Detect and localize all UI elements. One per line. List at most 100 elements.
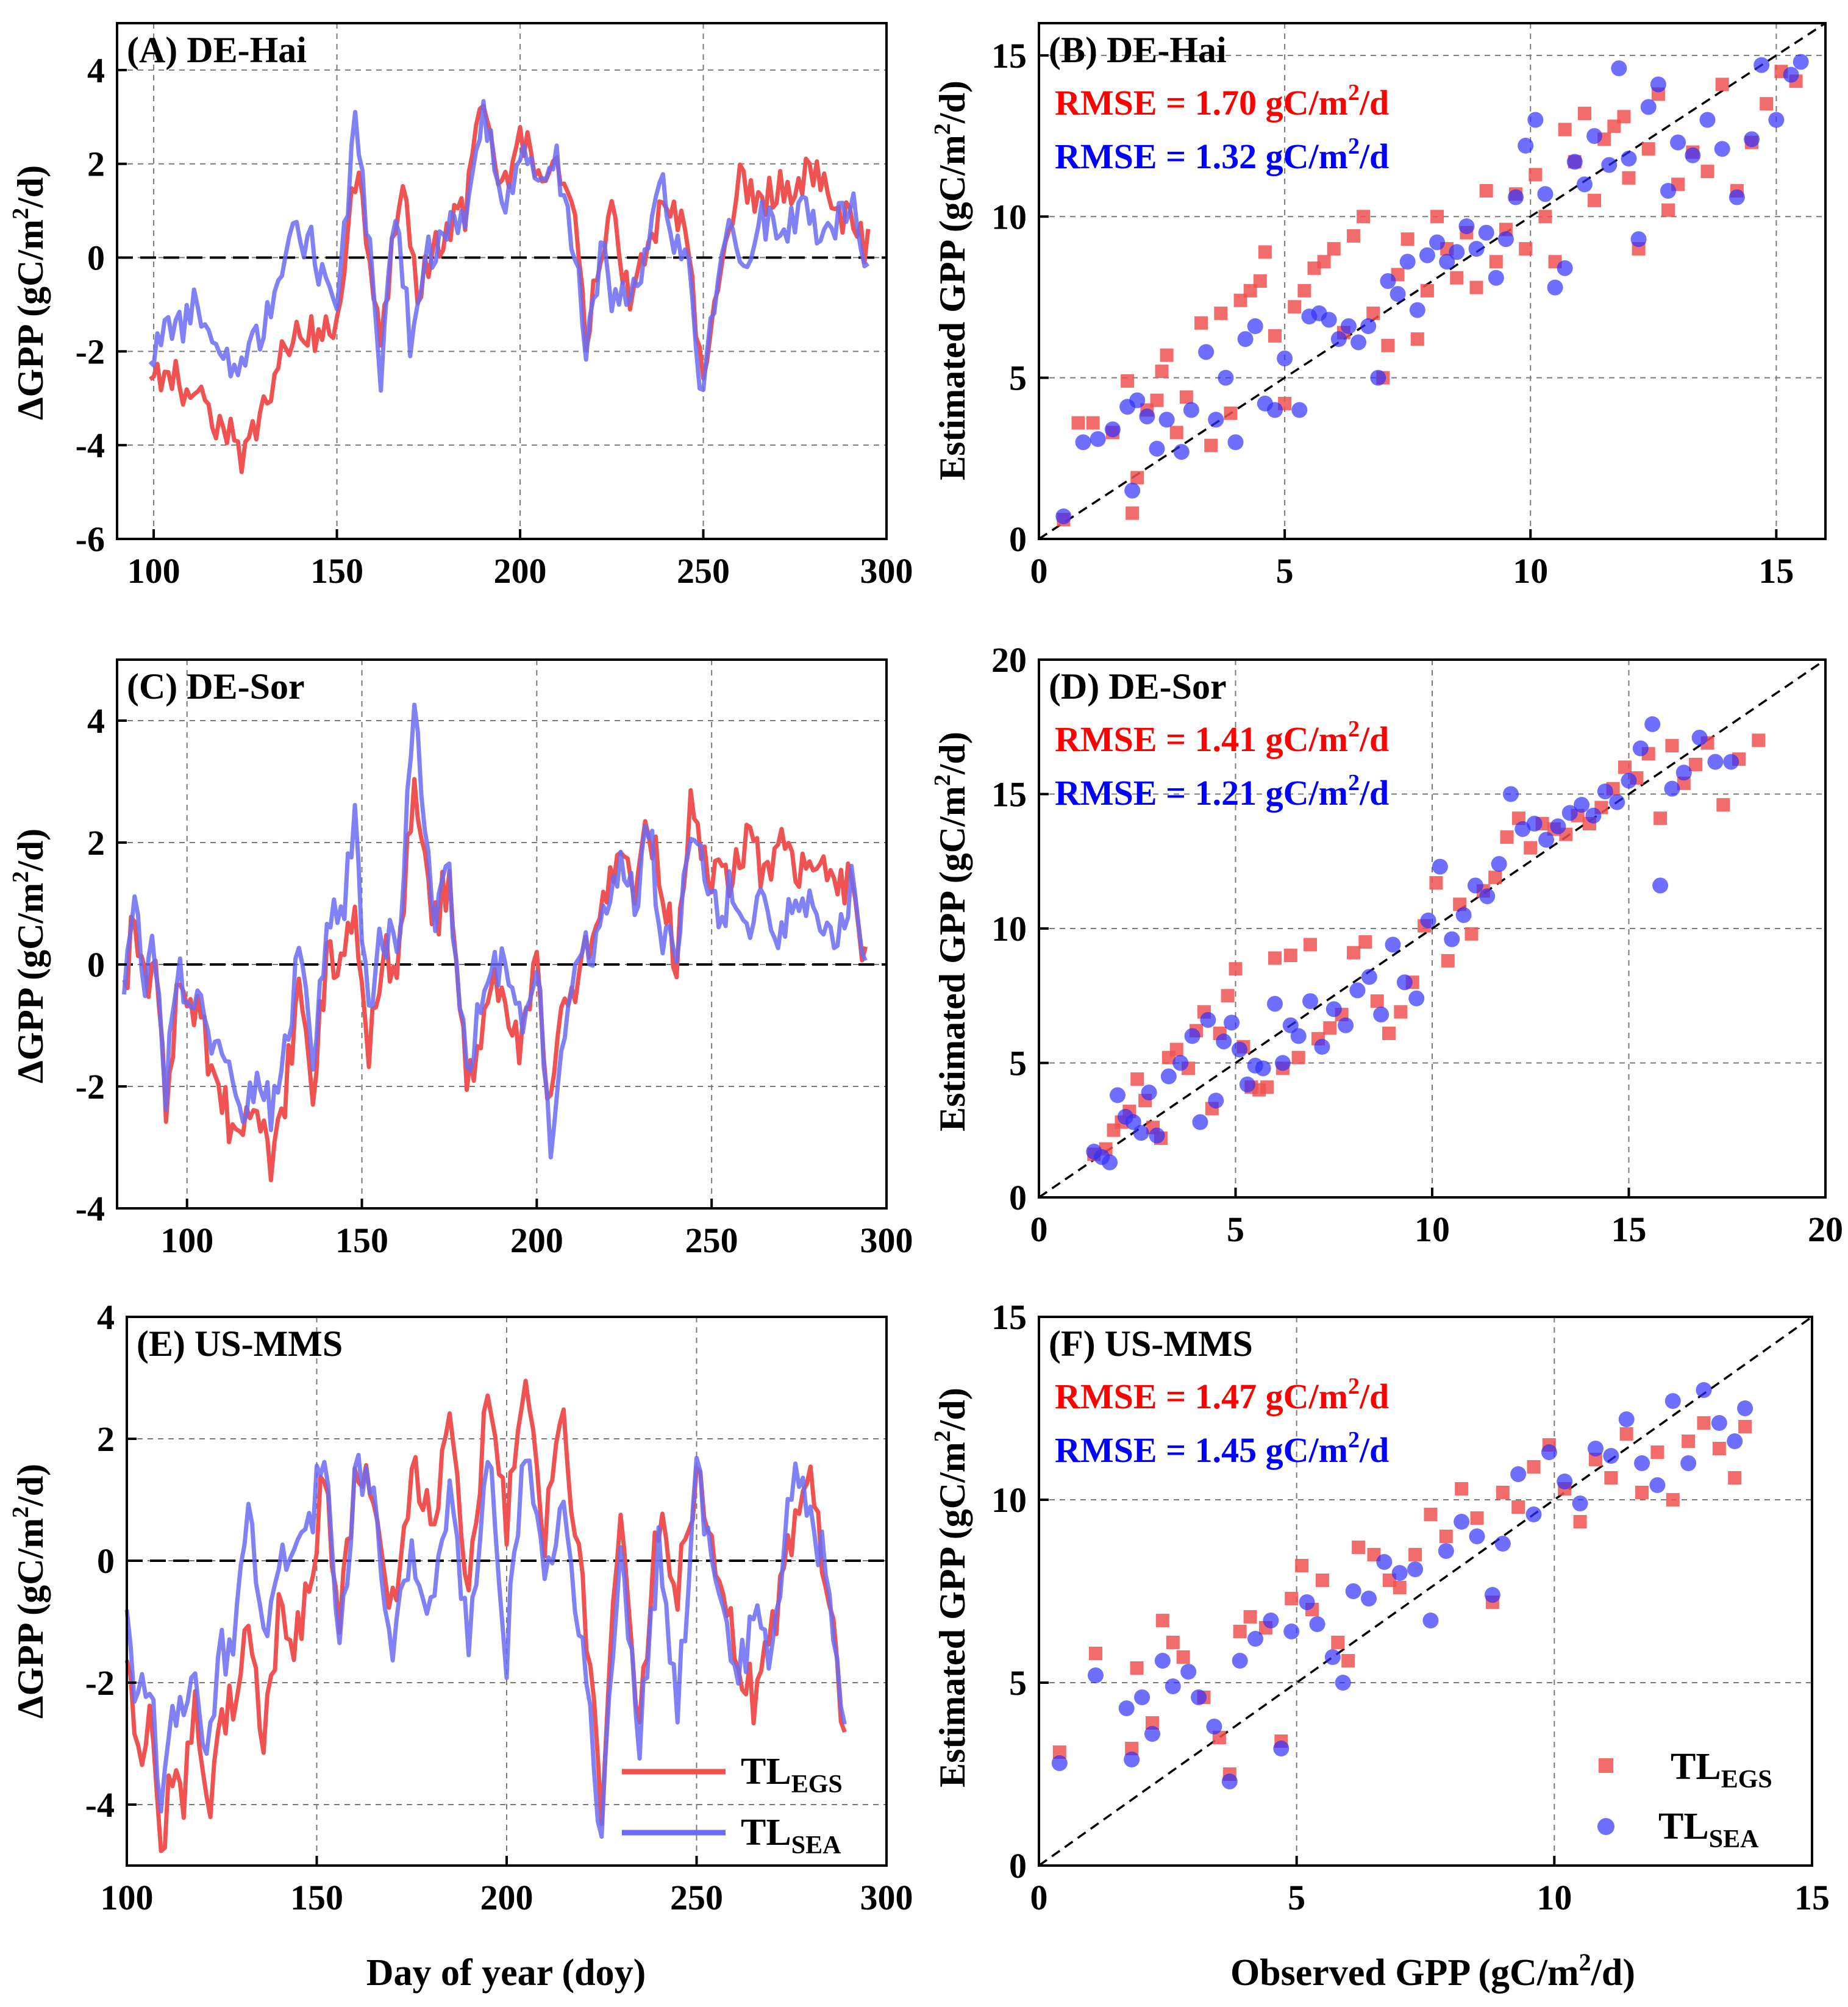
y-tick-label-e-0: -4 [85,1785,115,1825]
sea-point-b-45 [1527,112,1544,128]
egs-point-b-66 [1715,77,1729,91]
egs-point-b-24 [1297,283,1311,298]
egs-point-d-24 [1283,949,1297,963]
sea-point-d-10 [1172,1055,1189,1071]
egs-point-f-23 [1382,1574,1396,1587]
panel-label-c: (C) DE-Sor [127,666,305,707]
egs-point-b-43 [1479,184,1493,198]
panel-label-f: (F) US-MMS [1049,1324,1253,1364]
sea-point-b-49 [1566,154,1583,170]
y-tick-label-a-2: -2 [76,332,105,371]
sea-point-d-28 [1338,1017,1354,1033]
x-tick-label-d-3: 15 [1611,1210,1647,1249]
y-title-b-main: Estimated GPP (gC/m [932,135,972,480]
sea-point-f-27 [1438,1543,1454,1559]
sea-point-f-9 [1191,1689,1207,1705]
y-axis-title-left-c: ΔGPP (gC/m2/d) [8,829,51,1083]
one-to-one-line-d [1038,658,1826,1199]
sea-point-d-26 [1314,1039,1330,1055]
egs-point-b-2 [1086,416,1100,430]
panel-b-scatter-chart: RMSE = 1.70 gC/m2/d RMSE = 1.32 gC/m2/d 0 5… [991,22,1827,591]
frame-c [116,658,888,1210]
y-axis-title-left-a: ΔGPP (gC/m2/d) [8,165,51,420]
sea-point-d-58 [1691,729,1708,746]
sea-point-f-19 [1324,1649,1341,1665]
sea-point-f-22 [1361,1591,1377,1606]
egs-point-f-36 [1573,1515,1587,1528]
panel-a-line-chart: 100 150 200 250 300 -6 -4 -2 0 2 4 (A) DE-Hai [76,22,913,591]
legend-e-sea-label: TLSEA [741,1812,841,1859]
y-tick-label-d-2: 10 [991,909,1027,949]
sea-point-d-13 [1200,1011,1216,1028]
egs-point-b-19 [1253,274,1267,288]
sea-point-d-47 [1561,805,1578,821]
sea-point-b-41 [1488,269,1504,286]
sea-point-f-34 [1541,1444,1557,1460]
sea-point-b-32 [1399,254,1416,270]
x-tick-label-e-0: 100 [101,1878,154,1917]
x-title-right-sup: 2 [1579,1948,1591,1976]
egs-point-f-43 [1682,1435,1696,1448]
y-tick-label-d-0: 0 [1009,1178,1027,1217]
y-title-a-sup: 2 [8,208,34,219]
sea-point-f-43 [1680,1455,1697,1471]
egs-point-d-34 [1394,1005,1408,1019]
sea-point-f-4 [1134,1689,1151,1705]
egs-point-b-36 [1410,332,1424,346]
egs-point-b-48 [1529,168,1543,182]
y-title-c-main: ΔGPP (gC/m [10,883,51,1083]
rmse-sea-d: RMSE = 1.21 gC/m2/d [1055,770,1389,813]
sea-point-b-54 [1621,151,1637,167]
egs-point-d-25 [1291,1050,1305,1064]
rmse-egs-sup-d: 2 [1348,716,1360,742]
egs-point-d-21 [1260,1080,1274,1094]
series-egs-line-c [122,777,868,1183]
egs-point-b-27 [1327,242,1341,256]
sea-point-b-2 [1090,431,1106,447]
egs-point-b-1 [1071,416,1085,430]
y-title-f-sup: 2 [930,1430,955,1442]
sea-point-d-37 [1444,931,1460,947]
egs-point-b-30 [1357,210,1371,224]
legend-panel-e: TLEGS TLSEA [622,1751,843,1859]
sea-point-d-56 [1664,780,1680,797]
series-sea-line-c [122,702,868,1160]
sea-point-d-36 [1432,858,1448,875]
sea-point-b-63 [1728,189,1745,205]
sea-point-b-55 [1630,231,1647,248]
x-tick-label-d-4: 20 [1808,1210,1843,1249]
y-title-d-sup: 2 [930,774,955,786]
x-tick-label-c-1: 150 [335,1221,388,1260]
sea-point-b-17 [1247,318,1263,335]
egs-point-b-5 [1126,506,1140,520]
egs-point-b-12 [1179,390,1193,404]
y-tick-label-c-0: -4 [76,1189,105,1228]
egs-point-f-40 [1635,1486,1649,1499]
egs-point-d-5 [1130,1072,1144,1086]
egs-point-f-25 [1408,1548,1422,1561]
sea-point-d-32 [1385,936,1401,953]
sea-point-f-30 [1484,1587,1500,1603]
legend-e-egs-sub: EGS [791,1770,843,1798]
y-title-c-tail: /d) [10,829,51,872]
rmse-sea-f: RMSE = 1.45 gC/m2/d [1055,1427,1389,1470]
x-tick-label-d-0: 0 [1030,1210,1048,1249]
sea-point-f-28 [1454,1514,1470,1530]
egs-point-b-33 [1381,338,1395,352]
x-tick-label-d-1: 5 [1227,1210,1244,1249]
egs-point-d-38 [1441,954,1455,968]
sea-point-f-40 [1634,1455,1650,1471]
legend-f-sea-sub: SEA [1709,1825,1759,1853]
y-title-e-tail: /d) [10,1464,51,1507]
sea-point-d-3 [1110,1087,1126,1103]
sea-point-b-66 [1768,112,1785,128]
egs-point-f-19 [1331,1636,1345,1649]
sea-point-d-49 [1585,807,1602,824]
sea-point-b-21 [1291,402,1308,418]
egs-point-f-39 [1619,1427,1633,1441]
x-tick-label-b-3: 15 [1758,551,1794,591]
sea-point-f-42 [1664,1393,1681,1409]
legend-panel-f: TLEGS TLSEA [1597,1746,1772,1853]
y-tick-label-c-1: -2 [76,1067,105,1107]
y-title-a-main: ΔGPP (gC/m [10,219,51,420]
